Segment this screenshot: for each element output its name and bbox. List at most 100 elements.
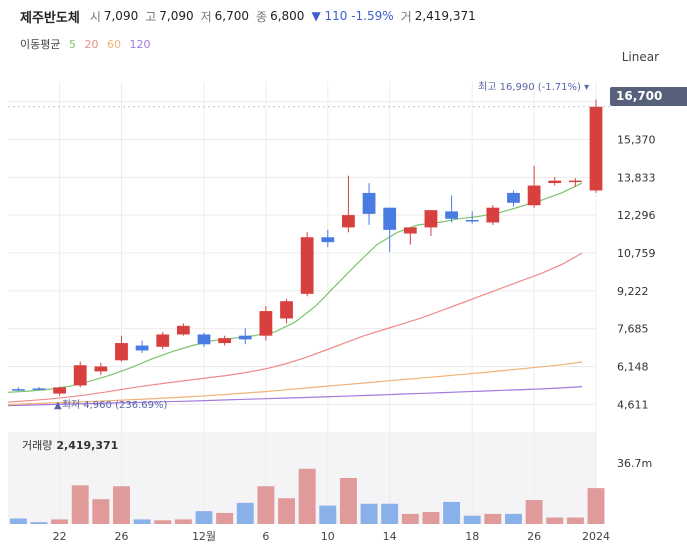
high-annotation: 최고 16,990 (-1.71%) ▾ [478, 82, 590, 93]
scale-mode-button[interactable]: Linear [621, 50, 659, 64]
y-tick-label: 6,148 [617, 361, 649, 374]
open-label: 시 [89, 9, 101, 24]
open-value: 7,090 [103, 9, 139, 23]
volume-label: 거 [400, 9, 412, 24]
x-tick-label: 6 [262, 530, 269, 543]
candle-body [321, 237, 335, 243]
candle-body [403, 227, 417, 234]
candle-body [259, 311, 273, 336]
volume-bar [546, 517, 564, 524]
candle-body [568, 180, 582, 183]
volume-bar [505, 513, 522, 524]
volume-bar [422, 512, 440, 524]
candle-body [383, 207, 397, 230]
ma5-line [7, 182, 583, 393]
volume-bar [360, 503, 378, 524]
volume-panel-label: 거래량 [22, 439, 53, 452]
x-tick-label: 12월 [192, 530, 216, 543]
ma20-line [7, 252, 583, 403]
candle-body [32, 388, 46, 390]
high-label: 고 [145, 9, 157, 24]
volume-bar [174, 519, 192, 524]
volume-panel-value: 2,419,371 [56, 439, 119, 452]
volume-bar [381, 503, 399, 524]
volume-bar [401, 513, 419, 524]
candle-body [589, 106, 603, 191]
ma5-legend[interactable]: 5 [68, 38, 76, 51]
candle-body [548, 180, 562, 184]
candle-body [300, 237, 314, 294]
candle-body [527, 185, 541, 206]
low-annotation: ▲최저 4,960 (236.69%) [54, 400, 168, 411]
low-value: 6,700 [214, 9, 250, 23]
volume-bar [9, 518, 27, 524]
candle-body [176, 325, 190, 335]
volume-bar [339, 478, 357, 524]
volume-bar [484, 513, 502, 524]
moving-average-legend[interactable]: 이동평균 5 20 60 120 [20, 36, 155, 52]
candle-body [94, 366, 108, 372]
volume-bar [236, 502, 254, 524]
y-tick-label: 7,685 [617, 323, 649, 336]
volume-bar [51, 519, 69, 524]
candle-body [445, 211, 458, 219]
high-value: 7,090 [159, 9, 194, 23]
change-value: ▼ 110 -1.59% [311, 9, 394, 23]
candle-body [73, 365, 87, 386]
candle-body [197, 334, 211, 345]
volume-bar [525, 500, 543, 524]
candle-body [53, 387, 66, 394]
volume-axis-label: 36.7m [617, 457, 652, 470]
x-tick-label: 10 [321, 530, 335, 543]
x-tick-label: 22 [53, 530, 67, 543]
candle-body [507, 192, 520, 203]
candle-body [486, 207, 500, 223]
close-label: 종 [256, 9, 268, 24]
volume-bar [566, 517, 584, 524]
volume-bar [92, 499, 110, 524]
close-value: 6,800 [270, 9, 305, 23]
volume-bar [443, 501, 461, 524]
volume-bar [216, 512, 234, 524]
y-tick-label: 10,759 [617, 247, 656, 260]
candle-body [424, 210, 438, 228]
x-tick-label: 18 [465, 530, 479, 543]
volume-panel-title: 거래량 2,419,371 [22, 437, 118, 453]
x-tick-label: 2024 [582, 530, 610, 543]
y-tick-label: 4,611 [617, 398, 649, 411]
candle-body [135, 345, 149, 351]
stock-header: 제주반도체 시 7,090 고 7,090 저 6,700 종 6,800 ▼ … [20, 6, 483, 26]
candle-body [218, 338, 232, 344]
candle-body [11, 389, 25, 391]
volume-bar [30, 522, 48, 524]
current-price-badge: 16,700 [610, 87, 687, 106]
ma60-line [7, 361, 583, 406]
ma120-line [7, 386, 583, 407]
volume-bar [133, 519, 151, 524]
volume-bar [278, 498, 295, 524]
x-tick-label: 26 [527, 530, 541, 543]
stock-name: 제주반도체 [20, 10, 80, 26]
ma20-legend[interactable]: 20 [84, 38, 99, 51]
volume-bar [463, 515, 481, 524]
volume-bar [257, 486, 275, 524]
x-tick-label: 26 [114, 530, 128, 543]
volume-value: 2,419,371 [414, 9, 476, 23]
volume-bar [113, 486, 130, 524]
volume-bar [319, 505, 337, 524]
candle-body [156, 334, 170, 347]
ma120-legend[interactable]: 120 [129, 38, 151, 51]
ma-legend-label: 이동평균 [20, 38, 61, 51]
volume-bar [154, 520, 172, 524]
candle-body [342, 215, 355, 228]
low-label: 저 [200, 9, 212, 24]
candle-body [280, 301, 293, 319]
ma60-legend[interactable]: 60 [106, 38, 121, 51]
volume-bar [71, 485, 89, 524]
candle-body [362, 192, 376, 214]
candle-body [465, 220, 479, 222]
x-tick-label: 14 [383, 530, 397, 543]
volume-bar [298, 468, 316, 524]
y-tick-label: 12,296 [617, 209, 656, 222]
